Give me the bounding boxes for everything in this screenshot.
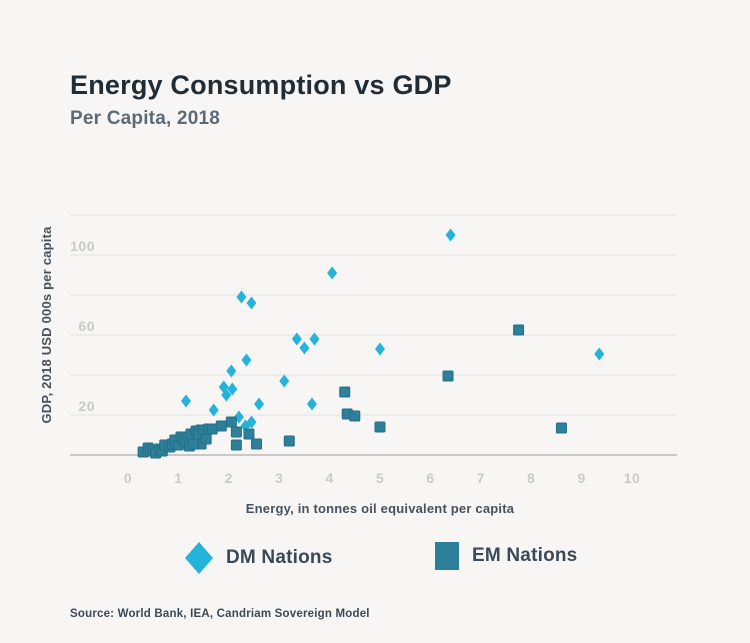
- em-data-point: [251, 438, 263, 450]
- x-tick-label: 4: [325, 470, 333, 486]
- dm-data-point: [208, 403, 219, 417]
- em-data-point: [374, 421, 386, 433]
- x-tick-label: 6: [426, 470, 434, 486]
- dm-data-point: [254, 397, 265, 411]
- y-tick-label: 60: [78, 318, 95, 334]
- chart-legend: DM Nations EM Nations: [0, 542, 750, 578]
- em-data-point: [225, 416, 237, 428]
- y-tick-label: 100: [70, 238, 95, 254]
- dm-data-point: [221, 388, 232, 402]
- em-data-point: [442, 370, 454, 382]
- em-data-point: [513, 324, 525, 336]
- dm-data-point: [306, 397, 317, 411]
- x-tick-label: 10: [624, 470, 641, 486]
- x-tick-label: 9: [577, 470, 585, 486]
- dm-data-point: [227, 382, 238, 396]
- legend-item-em-nations: EM Nations: [435, 542, 577, 570]
- dm-data-point: [445, 228, 456, 242]
- em-data-point: [349, 410, 361, 422]
- dm-data-point: [594, 347, 605, 361]
- dm-data-point: [180, 394, 191, 408]
- dm-data-point: [291, 332, 302, 346]
- dm-diamond-icon: [185, 542, 213, 574]
- x-tick-label: 2: [225, 470, 233, 486]
- page-title: Energy Consumption vs GDP: [70, 70, 452, 100]
- em-data-point: [230, 439, 242, 451]
- dm-data-point: [299, 341, 310, 355]
- dm-data-point: [246, 296, 257, 310]
- dm-data-point: [241, 353, 252, 367]
- x-tick-label: 1: [174, 470, 182, 486]
- x-tick-label: 7: [477, 470, 485, 486]
- em-data-point: [243, 428, 255, 440]
- y-tick-label: 20: [78, 398, 95, 414]
- em-data-point: [188, 438, 200, 450]
- x-tick-label: 3: [275, 470, 283, 486]
- dm-data-point: [226, 364, 237, 378]
- dm-data-point: [236, 290, 247, 304]
- em-data-point: [283, 435, 295, 447]
- x-tick-label: 5: [376, 470, 384, 486]
- dm-data-point: [279, 374, 290, 388]
- dm-data-point: [327, 266, 338, 280]
- em-square-icon: [435, 542, 459, 570]
- x-tick-label: 0: [124, 470, 132, 486]
- header: Energy Consumption vs GDP Per Capita, 20…: [70, 70, 452, 129]
- x-tick-label: 8: [527, 470, 535, 486]
- em-data-point: [230, 426, 242, 438]
- page-subtitle: Per Capita, 2018: [70, 108, 221, 129]
- legend-label-em: EM Nations: [472, 545, 578, 566]
- em-data-point: [339, 386, 351, 398]
- legend-item-dm-nations: DM Nations: [185, 542, 333, 574]
- dm-data-point: [375, 342, 385, 356]
- em-data-point: [200, 433, 212, 445]
- em-data-point: [206, 423, 218, 435]
- legend-label-dm: DM Nations: [226, 547, 333, 568]
- em-data-point: [555, 422, 567, 434]
- dm-data-point: [309, 332, 320, 346]
- x-axis-title: Energy, in tonnes oil equivalent per cap…: [245, 501, 515, 516]
- em-data-point: [215, 420, 227, 432]
- y-axis-title: GDP, 2018 USD 000s per capita: [39, 226, 54, 424]
- source-note: Source: World Bank, IEA, Candriam Sovere…: [70, 608, 370, 620]
